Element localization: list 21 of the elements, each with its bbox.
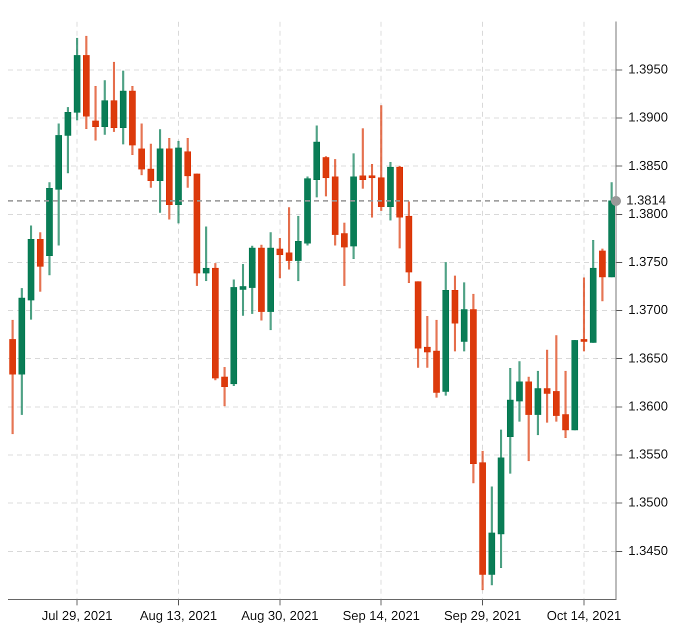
candlestick	[424, 316, 431, 368]
y-tick-label: 1.3600	[628, 398, 668, 414]
x-tick-label: Sep 14, 2021	[342, 608, 420, 623]
y-tick-label: 1.3550	[628, 446, 668, 462]
y-tick-label: 1.3850	[628, 158, 668, 173]
y-tick-label: 1.3950	[628, 62, 668, 77]
candlestick	[580, 278, 588, 352]
y-tick-label: 1.3650	[628, 350, 668, 366]
ref-line-label: 1.3814	[626, 192, 666, 208]
x-tick-label: Aug 13, 2021	[140, 608, 218, 623]
y-tick-label: 1.3900	[628, 110, 668, 125]
y-tick-label: 1.3500	[628, 494, 668, 510]
x-tick-label: Oct 14, 2021	[546, 608, 622, 623]
y-tick-label: 1.3450	[628, 542, 668, 558]
candlestick	[359, 128, 366, 189]
y-tick-label: 1.3750	[628, 254, 668, 270]
y-tick-label: 1.3700	[628, 302, 668, 318]
x-tick-label: Jul 29, 2021	[42, 608, 113, 623]
x-tick-label: Aug 30, 2021	[241, 608, 319, 623]
x-tick-label: Sep 29, 2021	[444, 608, 522, 623]
y-tick-label: 1.3800	[628, 206, 668, 221]
